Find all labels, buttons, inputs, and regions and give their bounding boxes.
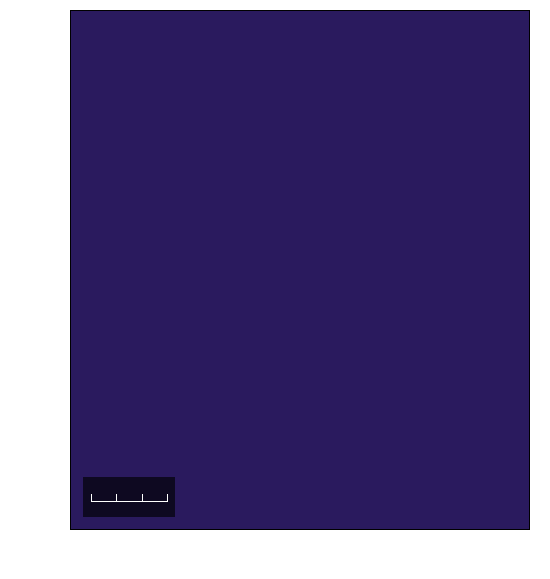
legend-ruler-tick bbox=[167, 494, 168, 502]
legend-ruler-tick bbox=[142, 494, 143, 502]
figure bbox=[0, 0, 550, 579]
polarization-vectors bbox=[71, 11, 529, 529]
plot-area bbox=[70, 10, 530, 530]
scale-legend bbox=[83, 477, 175, 517]
legend-ruler-line bbox=[91, 501, 167, 502]
legend-ruler-tick bbox=[116, 494, 117, 502]
legend-ruler-tick bbox=[91, 494, 92, 502]
legend-ruler bbox=[91, 494, 167, 502]
